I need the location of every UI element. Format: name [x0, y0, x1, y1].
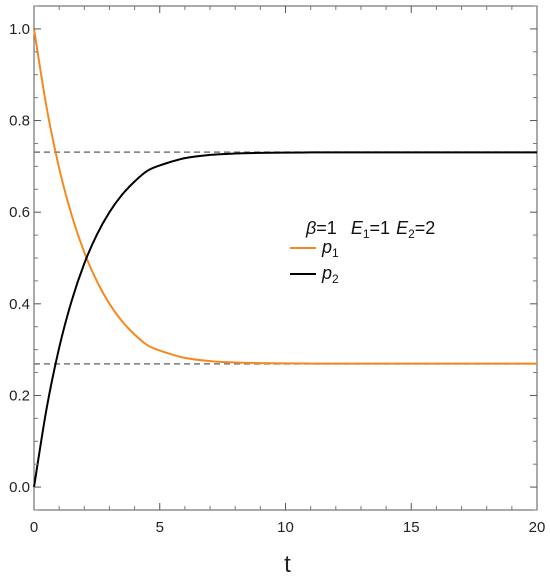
series-line-p1 — [33, 28, 537, 365]
series-layer — [33, 28, 537, 488]
legend-label-p1: p1 — [321, 237, 339, 260]
legend-p2-symbol: p — [321, 263, 332, 283]
legend-beta-value: =1 — [316, 218, 337, 238]
x-axis-title: t — [284, 551, 291, 578]
legend-p1-symbol: p — [321, 237, 332, 257]
y-tick-label: 0.8 — [9, 113, 30, 130]
legend-e1-value: =1 — [370, 218, 391, 238]
x-tick-label: 10 — [277, 519, 294, 536]
x-tick-label: 5 — [156, 519, 164, 536]
x-tick-label: 20 — [529, 519, 546, 536]
y-tick-label: 0.4 — [9, 296, 30, 313]
y-tick-label: 0.6 — [9, 204, 30, 221]
legend-e1-symbol: E — [351, 218, 364, 238]
legend-e2-value: =2 — [415, 218, 436, 238]
legend-e1-sub: 1 — [363, 227, 370, 241]
legend-p1-sub: 1 — [332, 246, 339, 260]
legend-label-p2: p2 — [321, 263, 339, 286]
y-tick-label: 0.0 — [9, 479, 30, 496]
legend-e2-sub: 2 — [408, 227, 415, 241]
legend-header: β=1 E1=1 E2=2 — [305, 218, 435, 241]
x-tick-label: 15 — [403, 519, 420, 536]
x-tick-label: 0 — [30, 519, 38, 536]
y-tick-label: 0.2 — [9, 387, 30, 404]
reference-lines — [34, 151, 537, 365]
y-axis-ticks: 0.0 0.2 0.4 0.6 0.8 1.0 — [9, 5, 537, 511]
legend-beta-symbol: β — [305, 218, 316, 238]
plot-frame — [33, 5, 538, 511]
y-tick-label: 1.0 — [9, 21, 30, 38]
legend: β=1 E1=1 E2=2 p1 p2 — [290, 218, 435, 286]
series-line-p2 — [33, 151, 537, 488]
legend-e2-symbol: E — [396, 218, 409, 238]
x-axis-ticks: 0 5 10 15 20 — [30, 6, 546, 536]
legend-p2-sub: 2 — [332, 272, 339, 286]
